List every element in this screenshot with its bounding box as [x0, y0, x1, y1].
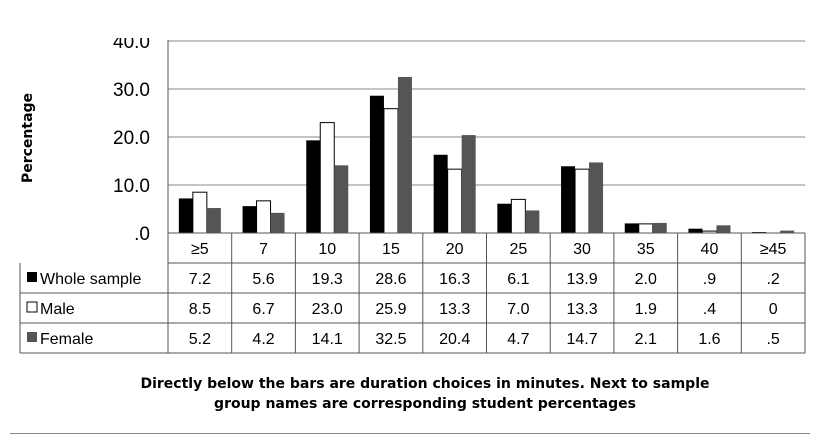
legend-label: Whole sample: [40, 271, 141, 288]
category-label: 15: [382, 241, 400, 258]
data-label: 14.7: [566, 331, 597, 348]
bar-whole-sample-4: [433, 154, 448, 233]
bar-female-2: [334, 165, 349, 233]
data-label: 32.5: [375, 331, 406, 348]
data-label: 5.6: [252, 271, 274, 288]
data-label: 13.3: [439, 301, 470, 318]
data-label: 6.1: [507, 271, 529, 288]
data-label: 28.6: [375, 271, 406, 288]
data-label: 1.6: [698, 331, 720, 348]
data-label: .4: [703, 301, 716, 318]
bar-whole-sample-0: [178, 198, 193, 233]
bottom-divider: [10, 433, 810, 434]
data-label: .9: [703, 271, 716, 288]
top-crop-mask: [0, 0, 820, 38]
bar-male-6: [574, 168, 590, 234]
category-label: 35: [637, 241, 655, 258]
data-label: .2: [766, 271, 779, 288]
bar-female-3: [397, 77, 412, 233]
y-axis-title: Percentage: [20, 93, 36, 183]
data-label: 6.7: [252, 301, 274, 318]
data-label: 2.0: [635, 271, 657, 288]
data-label: 20.4: [439, 331, 470, 348]
data-label: 13.9: [566, 271, 597, 288]
category-label: 20: [446, 241, 464, 258]
bar-female-8: [716, 225, 731, 233]
bar-female-4: [461, 135, 476, 233]
data-label: 4.7: [507, 331, 529, 348]
category-label: 40: [701, 241, 719, 258]
data-label: .5: [766, 331, 779, 348]
data-label: 14.1: [312, 331, 343, 348]
data-label: 0: [769, 301, 778, 318]
legend-swatch-whole-sample: [27, 272, 37, 282]
legend-swatch-male: [26, 301, 38, 313]
bar-male-5: [510, 198, 526, 234]
category-label: 7: [259, 241, 268, 258]
bar-female-9: [780, 230, 795, 233]
bar-male-1: [256, 200, 272, 234]
category-label: 30: [573, 241, 591, 258]
category-label: ≥45: [760, 241, 787, 258]
legend-swatch-female: [27, 332, 37, 342]
y-tick-label: 20.0: [113, 128, 150, 149]
data-label: 2.1: [635, 331, 657, 348]
data-label: 19.3: [312, 271, 343, 288]
data-label: 5.2: [189, 331, 211, 348]
bar-male-7: [638, 223, 654, 234]
bar-male-4: [447, 168, 463, 234]
data-label: 7.0: [507, 301, 529, 318]
legend-label: Male: [40, 301, 75, 318]
data-label: 4.2: [252, 331, 274, 348]
bar-whole-sample-7: [624, 223, 639, 233]
y-tick-label: .0: [134, 224, 150, 245]
bar-female-0: [206, 208, 221, 233]
y-tick-label: 10.0: [113, 176, 150, 197]
category-label: 10: [318, 241, 336, 258]
data-label: 13.3: [566, 301, 597, 318]
bar-whole-sample-6: [561, 166, 576, 233]
category-label: ≥5: [191, 241, 209, 258]
bar-whole-sample-2: [306, 140, 321, 233]
bar-female-7: [652, 222, 667, 233]
category-label: 25: [509, 241, 527, 258]
bar-male-2: [319, 122, 335, 234]
bar-female-1: [270, 212, 285, 233]
data-label: 16.3: [439, 271, 470, 288]
data-label: 23.0: [312, 301, 343, 318]
bar-female-5: [525, 210, 540, 233]
bar-female-6: [589, 162, 604, 233]
bar-male-0: [192, 191, 208, 234]
data-label: 25.9: [375, 301, 406, 318]
chart-caption: Directly below the bars are duration cho…: [140, 376, 710, 412]
y-tick-label: 30.0: [113, 80, 150, 101]
data-label: 8.5: [189, 301, 211, 318]
bar-male-3: [383, 108, 399, 234]
bar-whole-sample-3: [369, 95, 384, 233]
bar-whole-sample-8: [688, 228, 703, 233]
data-label: 7.2: [189, 271, 211, 288]
bar-whole-sample-1: [242, 206, 257, 233]
bar-whole-sample-5: [497, 203, 512, 233]
data-label: 1.9: [635, 301, 657, 318]
legend-label: Female: [40, 331, 93, 348]
